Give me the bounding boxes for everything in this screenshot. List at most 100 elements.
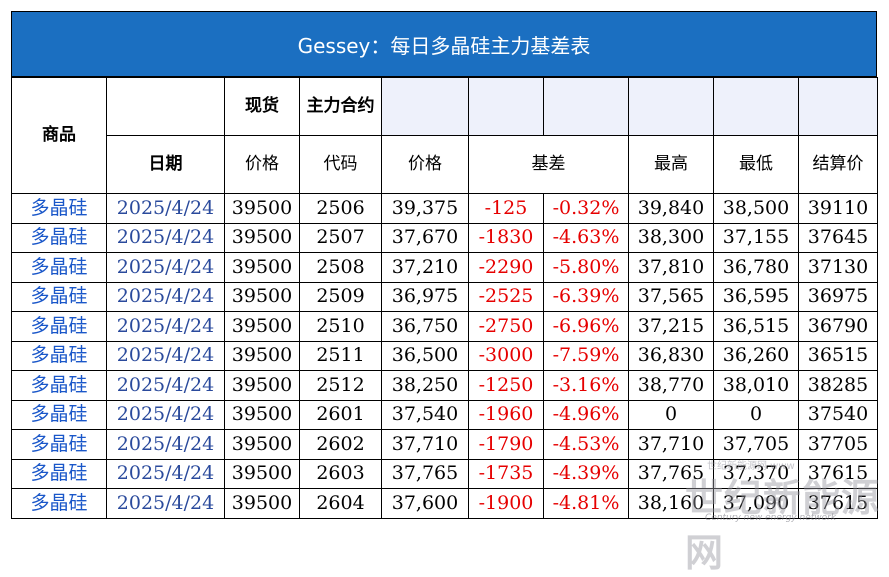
cell-basis-pct: -4.53% (543, 429, 629, 460)
cell-spot: 39500 (224, 340, 300, 371)
header-fill (713, 77, 799, 136)
cell-price: 37,210 (381, 252, 469, 283)
header-empty (106, 77, 225, 136)
table-title: Gessey：每日多晶硅主力基差表 (11, 11, 877, 77)
header-fill (628, 77, 714, 136)
table-row: 多晶硅 2025/4/24 39500 2508 37,210 -2290 -5.80% 37… (11, 252, 878, 283)
cell-date: 2025/4/24 (106, 222, 225, 253)
cell-product: 多晶硅 (11, 281, 107, 312)
cell-high: 38,770 (628, 370, 714, 401)
header-high: 最高 (628, 135, 714, 194)
cell-basis: -1830 (468, 222, 544, 253)
header-price: 价格 (381, 135, 469, 194)
cell-settle: 36975 (798, 281, 878, 312)
cell-high: 37,565 (628, 281, 714, 312)
header-code: 代码 (299, 135, 382, 194)
cell-price: 37,600 (381, 488, 469, 519)
cell-price: 36,750 (381, 311, 469, 342)
cell-high: 37,215 (628, 311, 714, 342)
cell-price: 37,710 (381, 429, 469, 460)
cell-basis-pct: -4.81% (543, 488, 629, 519)
table-row: 多晶硅 2025/4/24 39500 2506 39,375 -125 -0.32% 39,… (11, 193, 878, 224)
cell-product: 多晶硅 (11, 429, 107, 460)
cell-code: 2506 (299, 193, 382, 224)
cell-settle: 36515 (798, 340, 878, 371)
cell-settle: 37130 (798, 252, 878, 283)
cell-product: 多晶硅 (11, 399, 107, 430)
cell-product: 多晶硅 (11, 193, 107, 224)
cell-code: 2510 (299, 311, 382, 342)
cell-basis: -1735 (468, 458, 544, 489)
cell-price: 37,540 (381, 399, 469, 430)
cell-low: 36,595 (713, 281, 799, 312)
cell-basis-pct: -0.32% (543, 193, 629, 224)
cell-spot: 39500 (224, 311, 300, 342)
header-main-contract: 主力合约 (299, 77, 382, 136)
cell-low: 36,780 (713, 252, 799, 283)
cell-basis: -2750 (468, 311, 544, 342)
header-fill (468, 77, 544, 136)
cell-date: 2025/4/24 (106, 311, 225, 342)
cell-date: 2025/4/24 (106, 370, 225, 401)
table-row: 多晶硅 2025/4/24 39500 2509 36,975 -2525 -6.39% 37… (11, 281, 878, 312)
cell-code: 2512 (299, 370, 382, 401)
cell-price: 39,375 (381, 193, 469, 224)
cell-high: 37,765 (628, 458, 714, 489)
cell-low: 37,705 (713, 429, 799, 460)
cell-price: 36,975 (381, 281, 469, 312)
cell-date: 2025/4/24 (106, 458, 225, 489)
cell-settle: 37615 (798, 458, 878, 489)
cell-code: 2509 (299, 281, 382, 312)
cell-product: 多晶硅 (11, 311, 107, 342)
cell-price: 36,500 (381, 340, 469, 371)
header-low: 最低 (713, 135, 799, 194)
cell-basis-pct: -4.63% (543, 222, 629, 253)
cell-basis-pct: -4.96% (543, 399, 629, 430)
cell-price: 37,765 (381, 458, 469, 489)
cell-high: 36,830 (628, 340, 714, 371)
cell-basis-pct: -3.16% (543, 370, 629, 401)
cell-high: 37,810 (628, 252, 714, 283)
cell-low: 0 (713, 399, 799, 430)
cell-high: 39,840 (628, 193, 714, 224)
cell-code: 2601 (299, 399, 382, 430)
cell-high: 37,710 (628, 429, 714, 460)
header-spot: 现货 (224, 77, 300, 136)
cell-code: 2507 (299, 222, 382, 253)
cell-spot: 39500 (224, 222, 300, 253)
cell-basis: -1900 (468, 488, 544, 519)
cell-settle: 37540 (798, 399, 878, 430)
cell-date: 2025/4/24 (106, 399, 225, 430)
cell-basis: -1250 (468, 370, 544, 401)
cell-low: 38,010 (713, 370, 799, 401)
cell-code: 2603 (299, 458, 382, 489)
cell-basis: -3000 (468, 340, 544, 371)
header-date: 日期 (106, 135, 225, 194)
cell-low: 37,090 (713, 488, 799, 519)
cell-settle: 37615 (798, 488, 878, 519)
header-fill (798, 77, 878, 136)
header-row-2: 日期 价格 代码 价格 基差 最高 最低 结算价 (12, 135, 878, 194)
cell-code: 2508 (299, 252, 382, 283)
table-row: 多晶硅 2025/4/24 39500 2604 37,600 -1900 -4.81% 38… (11, 488, 878, 519)
cell-settle: 38285 (798, 370, 878, 401)
cell-date: 2025/4/24 (106, 488, 225, 519)
cell-basis-pct: -7.59% (543, 340, 629, 371)
cell-settle: 37705 (798, 429, 878, 460)
cell-basis-pct: -6.39% (543, 281, 629, 312)
table-row: 多晶硅 2025/4/24 39500 2603 37,765 -1735 -4.39% 37… (11, 458, 878, 489)
cell-product: 多晶硅 (11, 370, 107, 401)
cell-basis-pct: -6.96% (543, 311, 629, 342)
cell-spot: 39500 (224, 399, 300, 430)
cell-settle: 36790 (798, 311, 878, 342)
cell-product: 多晶硅 (11, 488, 107, 519)
header-fill (543, 77, 629, 136)
cell-spot: 39500 (224, 458, 300, 489)
header-product: 商品 (11, 77, 107, 194)
cell-date: 2025/4/24 (106, 429, 225, 460)
header-settle: 结算价 (798, 135, 878, 194)
table-row: 多晶硅 2025/4/24 39500 2602 37,710 -1790 -4.53% 37… (11, 429, 878, 460)
cell-low: 37,155 (713, 222, 799, 253)
table-row: 多晶硅 2025/4/24 39500 2507 37,670 -1830 -4.63% 38… (11, 222, 878, 253)
cell-product: 多晶硅 (11, 458, 107, 489)
